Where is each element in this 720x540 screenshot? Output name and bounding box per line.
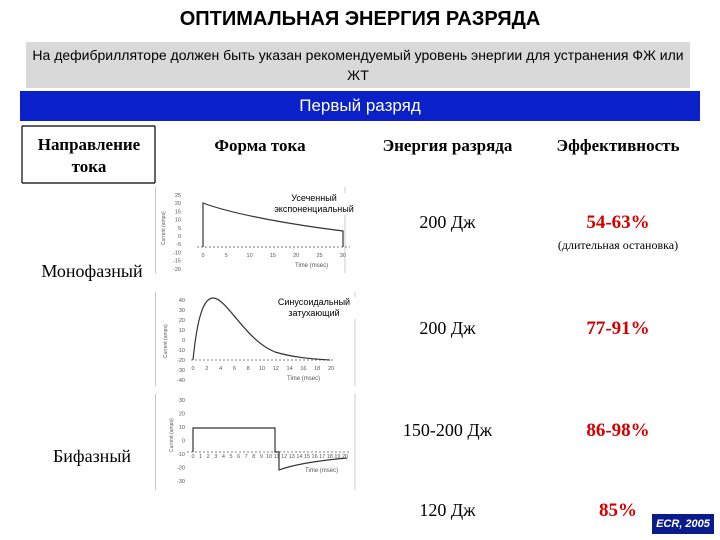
chart3-x-tick: 8	[252, 454, 255, 460]
chart3-x-tick: 12	[281, 454, 287, 460]
chart3-x-tick: 4	[222, 454, 225, 460]
monophasic-label: Монофазный	[41, 261, 143, 281]
chart3-x-tick: 7	[245, 454, 248, 460]
header-energy: Энергия разряда	[382, 136, 513, 155]
chart2-y-tick: 10	[179, 328, 185, 334]
chart3-y-tick: 30	[179, 398, 185, 404]
chart3-x-tick: 5	[229, 454, 232, 460]
chart1-y-tick: 15	[175, 209, 181, 215]
chart3-y-tick: 0	[182, 439, 185, 445]
chart2-xlabel: Time (msec)	[287, 376, 320, 382]
chart3-x-tick: 6	[237, 454, 240, 460]
chart1-y-tick: 20	[175, 201, 181, 207]
first-shock-banner: Первый разряд	[20, 91, 700, 121]
chart1-y-tick: -10	[173, 250, 181, 256]
chart3-x-tick: 17	[319, 454, 325, 460]
chart2-x-tick: 4	[219, 366, 222, 372]
chart2-x-tick: 18	[314, 366, 320, 372]
chart2-y-tick: -30	[177, 368, 185, 374]
chart1-x-tick: 25	[316, 253, 322, 259]
header-direction: Направление тока	[37, 135, 141, 176]
chart3-ylabel: Current (amps)	[169, 418, 175, 452]
chart3-y-tick: 10	[179, 425, 185, 431]
chart1-y-tick: -20	[173, 267, 181, 273]
chart3-x-tick: 10	[266, 454, 272, 460]
chart3-y-tick: 20	[179, 412, 185, 418]
header-efficacy: Эффективность	[556, 136, 680, 155]
chart3-x-tick: 16	[312, 454, 318, 460]
chart2-x-tick: 16	[300, 366, 306, 372]
chart3-x-tick: 2	[207, 454, 210, 460]
chart1-y-tick: -5	[176, 242, 181, 248]
chart1-x-tick: 15	[270, 253, 276, 259]
chart1-ylabel: Current (amps)	[161, 211, 167, 245]
chart2-x-tick: 8	[247, 366, 250, 372]
efficacy-row2: 77-91%	[586, 318, 650, 339]
chart1-xlabel: Time (msec)	[295, 263, 328, 269]
chart1-y-tick: 25	[175, 193, 181, 199]
source-badge: ECR, 2005	[652, 514, 714, 534]
chart2-ylabel: Current (amps)	[163, 324, 169, 358]
energy-row3: 150-200 Дж	[402, 420, 493, 440]
chart2-x-tick: 2	[205, 366, 208, 372]
page-title: ОПТИМАЛЬНАЯ ЭНЕРГИЯ РАЗРЯДА	[179, 8, 541, 30]
chart2-y-tick: -20	[177, 358, 185, 364]
chart2-y-tick: -10	[177, 348, 185, 354]
energy-row2: 200 Дж	[419, 318, 476, 338]
waveform-label-damped: Синусоидальный затухающий	[268, 297, 360, 319]
chart3-x-tick: 11	[274, 454, 280, 460]
chart2-x-tick: 14	[287, 366, 293, 372]
header-waveform: Форма тока	[214, 136, 306, 155]
chart1-x-tick: 0	[201, 253, 204, 259]
chart3-x-tick: 20	[342, 454, 348, 460]
chart1-y-tick: -15	[173, 259, 181, 265]
chart3-x-tick: 14	[296, 454, 302, 460]
chart3-x-tick: 18	[327, 454, 333, 460]
energy-row4: 120 Дж	[419, 500, 476, 520]
chart2-y-tick: 30	[179, 308, 185, 314]
chart3-y-tick: -10	[177, 452, 185, 458]
chart3-x-tick: 0	[191, 454, 194, 460]
waveform-label-truncated: Усеченный экспоненциальный	[268, 193, 360, 215]
subtitle: На дефибрилляторе должен быть указан рек…	[26, 42, 690, 88]
chart2-x-tick: 0	[191, 366, 194, 372]
chart2-y-tick: 0	[182, 338, 185, 344]
chart3-xlabel: Time (msec)	[305, 468, 338, 474]
efficacy-row4: 85%	[599, 500, 637, 521]
chart3-x-tick: 3	[214, 454, 217, 460]
energy-row1: 200 Дж	[419, 212, 476, 232]
chart1-x-tick: 10	[247, 253, 253, 259]
chart2-x-tick: 10	[259, 366, 265, 372]
chart3-x-tick: 9	[260, 454, 263, 460]
chart2-y-tick: 40	[179, 298, 185, 304]
chart1-x-tick: 20	[293, 253, 299, 259]
chart2-x-tick: 20	[328, 366, 334, 372]
chart3-y-tick: -30	[177, 479, 185, 485]
efficacy-row3: 86-98%	[586, 420, 650, 441]
efficacy-note: (длительная остановка)	[557, 238, 679, 252]
chart1-x-tick: 5	[225, 253, 228, 259]
chart1-y-tick: 0	[178, 234, 181, 240]
chart1-x-tick: 30	[340, 253, 346, 259]
biphasic-label: Бифазный	[52, 446, 132, 466]
chart2-y-tick: 20	[179, 318, 185, 324]
chart3-x-tick: 15	[304, 454, 310, 460]
chart2-x-tick: 6	[233, 366, 236, 372]
efficacy-row1: 54-63%	[586, 212, 650, 233]
chart3-x-tick: 13	[289, 454, 295, 460]
chart3-x-tick: 1	[199, 454, 202, 460]
chart2-x-tick: 12	[273, 366, 279, 372]
chart1-y-tick: 5	[178, 226, 181, 232]
chart3-x-tick: 19	[334, 454, 340, 460]
chart3-y-tick: -20	[177, 466, 185, 472]
chart1-y-tick: 10	[175, 218, 181, 224]
chart2-y-tick: -40	[177, 378, 185, 384]
